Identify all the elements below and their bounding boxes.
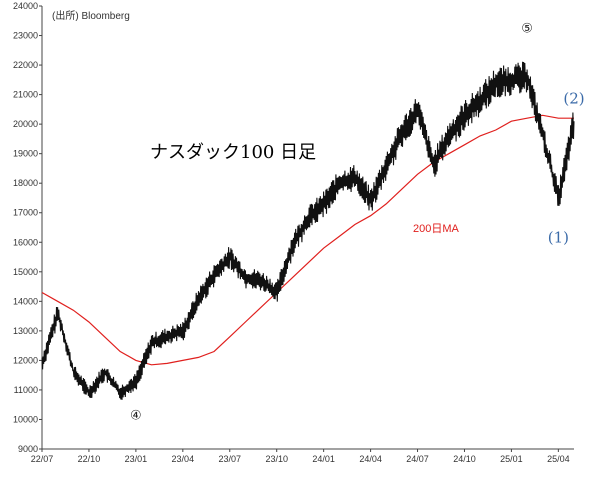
y-tick-label: 19000 (13, 149, 38, 159)
y-tick-label: 10000 (13, 414, 38, 424)
x-tick-label: 23/04 (172, 454, 195, 464)
source-label: (出所) Bloomberg (52, 9, 130, 22)
x-tick-label: 23/10 (265, 454, 288, 464)
y-tick-label: 24000 (13, 1, 38, 11)
x-tick-label: 24/04 (359, 454, 382, 464)
y-tick-label: 11000 (14, 385, 38, 395)
x-tick-label: 22/07 (31, 454, 54, 464)
x-tick-label: 25/01 (500, 454, 523, 464)
y-axis: 9000 10000 11000 12000 13000 14000 15000 16000 1… (13, 1, 43, 454)
y-tick-label: 18000 (13, 178, 38, 188)
x-tick-label: 25/04 (547, 454, 570, 464)
wave-label: ④ (130, 408, 142, 423)
wave-label: ⑤ (521, 22, 533, 37)
wave-annotations: ④ ⑤ (1) (2) (130, 22, 585, 424)
y-tick-label: 14000 (13, 296, 38, 306)
x-tick-label: 24/07 (406, 454, 429, 464)
y-tick-label: 22000 (13, 60, 38, 70)
x-tick-label: 24/10 (453, 454, 476, 464)
y-tick-label: 12000 (13, 355, 38, 365)
x-axis: 22/07 22/10 23/01 23/04 23/07 23/10 24/01 24/04… (31, 448, 574, 464)
y-tick-label: 13000 (13, 326, 38, 336)
y-tick-label: 21000 (13, 90, 38, 100)
wave-label: (1) (548, 228, 569, 246)
chart-title: ナスダック100 日足 (150, 142, 316, 163)
y-tick-label: 16000 (13, 237, 38, 247)
y-tick-label: 17000 (13, 208, 38, 218)
x-tick-label: 22/10 (78, 454, 101, 464)
x-tick-label: 23/01 (125, 454, 148, 464)
y-tick-label: 9000 (18, 444, 38, 454)
x-tick-label: 24/01 (312, 454, 335, 464)
ma-label: 200日MA (413, 223, 460, 235)
series-line-ma (41, 114, 574, 366)
y-tick-label: 15000 (13, 267, 38, 277)
y-tick-label: 23000 (13, 31, 38, 41)
y-tick-label: 20000 (13, 119, 38, 129)
series-line-price (41, 61, 575, 400)
wave-label: (2) (563, 89, 584, 107)
x-tick-label: 23/07 (218, 454, 241, 464)
